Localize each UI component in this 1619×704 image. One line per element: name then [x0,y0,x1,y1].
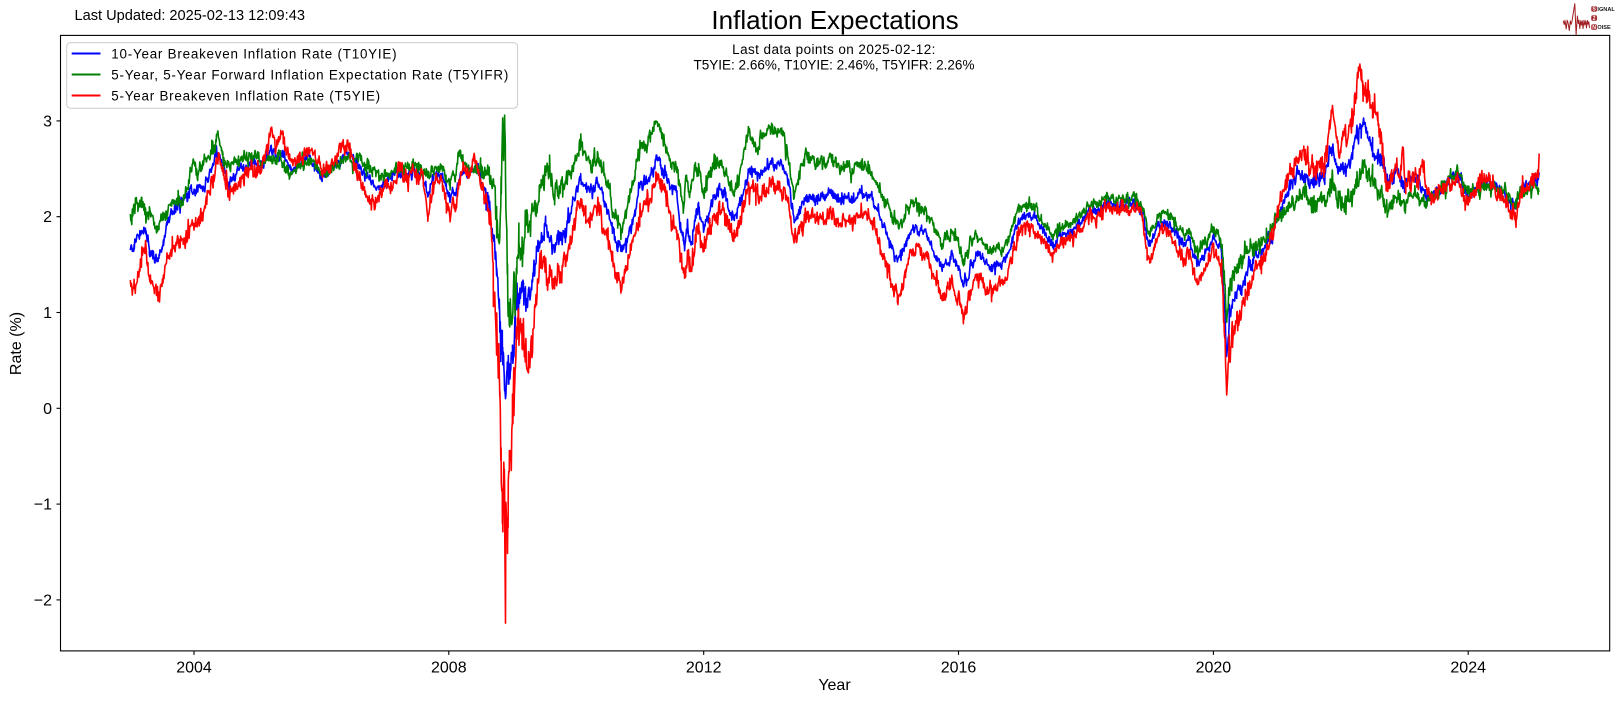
svg-text:2016: 2016 [941,660,977,677]
svg-text:3: 3 [43,113,52,130]
svg-text:−1: −1 [34,497,52,514]
svg-text:−2: −2 [34,592,52,609]
svg-text:OISE: OISE [1597,25,1611,31]
svg-text:1: 1 [43,305,52,322]
svg-text:2008: 2008 [431,660,467,677]
svg-text:S: S [1592,7,1596,13]
svg-text:10-Year Breakeven Inflation Ra: 10-Year Breakeven Inflation Rate (T10YIE… [111,46,397,61]
svg-text:5-Year, 5-Year Forward Inflati: 5-Year, 5-Year Forward Inflation Expecta… [111,67,509,82]
svg-text:IGNAL: IGNAL [1597,7,1615,13]
svg-text:T5YIE: 2.66%, T10YIE: 2.46%, T: T5YIE: 2.66%, T10YIE: 2.46%, T5YIFR: 2.2… [694,58,975,73]
svg-text:2004: 2004 [176,660,212,677]
svg-text:2012: 2012 [686,660,722,677]
svg-text:Last data points on 2025-02-12: Last data points on 2025-02-12: [732,42,936,57]
svg-text:0: 0 [43,401,52,418]
svg-text:Rate (%): Rate (%) [8,312,25,375]
svg-text:2020: 2020 [1196,660,1232,677]
svg-text:N: N [1592,25,1596,31]
svg-text:2024: 2024 [1450,660,1486,677]
svg-text:2: 2 [1593,16,1596,22]
svg-text:2: 2 [43,209,52,226]
svg-text:5-Year Breakeven Inflation Rat: 5-Year Breakeven Inflation Rate (T5YIE) [111,88,381,103]
svg-text:Inflation Expectations: Inflation Expectations [711,5,958,35]
svg-text:Last Updated: 2025-02-13 12:09: Last Updated: 2025-02-13 12:09:43 [75,8,305,24]
svg-text:Year: Year [818,677,851,694]
